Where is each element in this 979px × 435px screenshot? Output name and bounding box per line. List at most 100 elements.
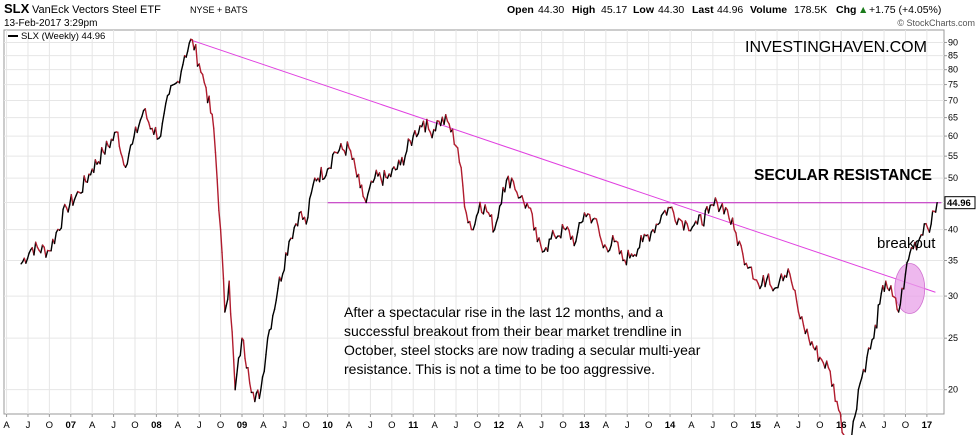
price-segment <box>218 209 222 231</box>
price-segment <box>159 122 164 137</box>
price-segment <box>208 95 212 114</box>
price-segment <box>529 207 533 215</box>
x-tick-label: 17 <box>922 420 933 431</box>
price-segment <box>365 193 369 204</box>
x-tick-label: J <box>882 420 887 431</box>
price-segment <box>458 161 462 169</box>
legend-label: SLX (Weekly) 44.96 <box>21 31 105 42</box>
price-segment <box>396 159 400 170</box>
last-price-tag-box <box>944 196 976 210</box>
x-tick-label: 11 <box>408 420 419 431</box>
price-segment <box>225 298 229 307</box>
price-segment <box>260 376 264 391</box>
price-segment <box>263 353 267 372</box>
price-segment <box>474 215 478 226</box>
price-segment <box>612 234 616 243</box>
price-segment <box>560 223 564 239</box>
price-segment <box>625 249 629 266</box>
price-segment <box>925 222 929 229</box>
price-segment <box>716 201 720 213</box>
price-segment <box>699 214 703 226</box>
price-segment <box>808 337 812 346</box>
price-segment <box>714 197 718 204</box>
price-segment <box>864 356 868 373</box>
commentary-line-2: successful breakout from their bear mark… <box>344 323 682 339</box>
price-segment <box>707 204 711 214</box>
chart-header: SLX VanEck Vectors Steel ETF NYSE + BATS… <box>4 1 975 29</box>
price-segment <box>462 185 466 208</box>
y-tick-label: 40 <box>948 225 958 235</box>
x-tick-label: O <box>46 420 53 431</box>
price-segment <box>101 146 105 153</box>
x-tick-label: J <box>796 420 801 431</box>
price-segment <box>876 304 879 329</box>
price-segment <box>99 146 103 165</box>
price-segment <box>504 179 508 193</box>
x-tick-label: 09 <box>237 420 248 431</box>
price-segment <box>686 223 690 232</box>
price-segment <box>382 169 386 186</box>
price-segment <box>426 118 430 130</box>
price-segment <box>568 229 572 240</box>
price-segment <box>307 198 311 219</box>
x-tick-label: J <box>111 420 116 431</box>
price-segment <box>521 195 525 203</box>
price-segment <box>721 203 725 215</box>
price-segment <box>608 244 612 251</box>
price-segment <box>188 38 192 44</box>
price-segment <box>136 125 140 134</box>
x-tick-label: 14 <box>665 420 676 431</box>
price-segment <box>851 420 854 435</box>
x-tick-label: O <box>474 420 481 431</box>
price-segment <box>599 234 603 243</box>
last-value: 44.96 <box>717 4 743 16</box>
y-tick-label: 65 <box>948 113 958 123</box>
price-segment <box>258 388 262 400</box>
price-segment <box>118 145 122 154</box>
price-segment <box>138 119 142 127</box>
price-segment <box>451 128 456 145</box>
price-segment <box>493 222 497 231</box>
price-segment <box>325 168 329 177</box>
price-segment <box>576 222 581 234</box>
price-segment <box>296 212 301 227</box>
price-segment <box>242 339 246 360</box>
price-segment <box>320 166 324 181</box>
chg-value: +1.75 (+4.05%) <box>869 4 941 16</box>
price-segment <box>465 212 469 224</box>
price-segment <box>133 126 137 138</box>
price-segment <box>161 112 165 125</box>
price-segment <box>26 252 30 260</box>
price-segment <box>469 220 473 231</box>
price-segment <box>360 184 364 198</box>
price-segment <box>538 237 542 247</box>
price-segment <box>448 123 452 133</box>
x-tick-label: J <box>368 420 373 431</box>
price-segment <box>154 126 158 140</box>
price-segment <box>852 415 856 423</box>
price-segment <box>357 173 361 189</box>
price-segment <box>782 274 786 282</box>
x-tick-label: O <box>559 420 566 431</box>
exchange: NYSE + BATS <box>190 5 248 15</box>
x-tick-label: A <box>688 420 695 431</box>
y-axis: 202530354045505560657075808590 <box>944 37 958 395</box>
price-segment <box>201 73 206 84</box>
price-segment <box>861 368 865 379</box>
x-tick-label: O <box>388 420 395 431</box>
price-segment <box>671 206 675 213</box>
price-segment <box>475 211 479 217</box>
x-axis: A J O 07 A J O 08 A J O 09 A J O 10 A J O 11 A J O 12 A J O 13 A J O 14… <box>3 414 932 431</box>
price-segment <box>346 141 350 149</box>
price-segment <box>165 94 169 105</box>
price-segment <box>750 266 754 280</box>
price-segment <box>219 228 223 254</box>
x-tick-label: A <box>517 420 524 431</box>
price-segment <box>239 337 243 357</box>
price-segment <box>187 42 190 52</box>
price-segment <box>265 337 269 356</box>
y-tick-label: 25 <box>948 333 958 343</box>
price-segment <box>832 383 836 402</box>
price-segment <box>676 217 680 226</box>
price-segment <box>40 244 44 254</box>
